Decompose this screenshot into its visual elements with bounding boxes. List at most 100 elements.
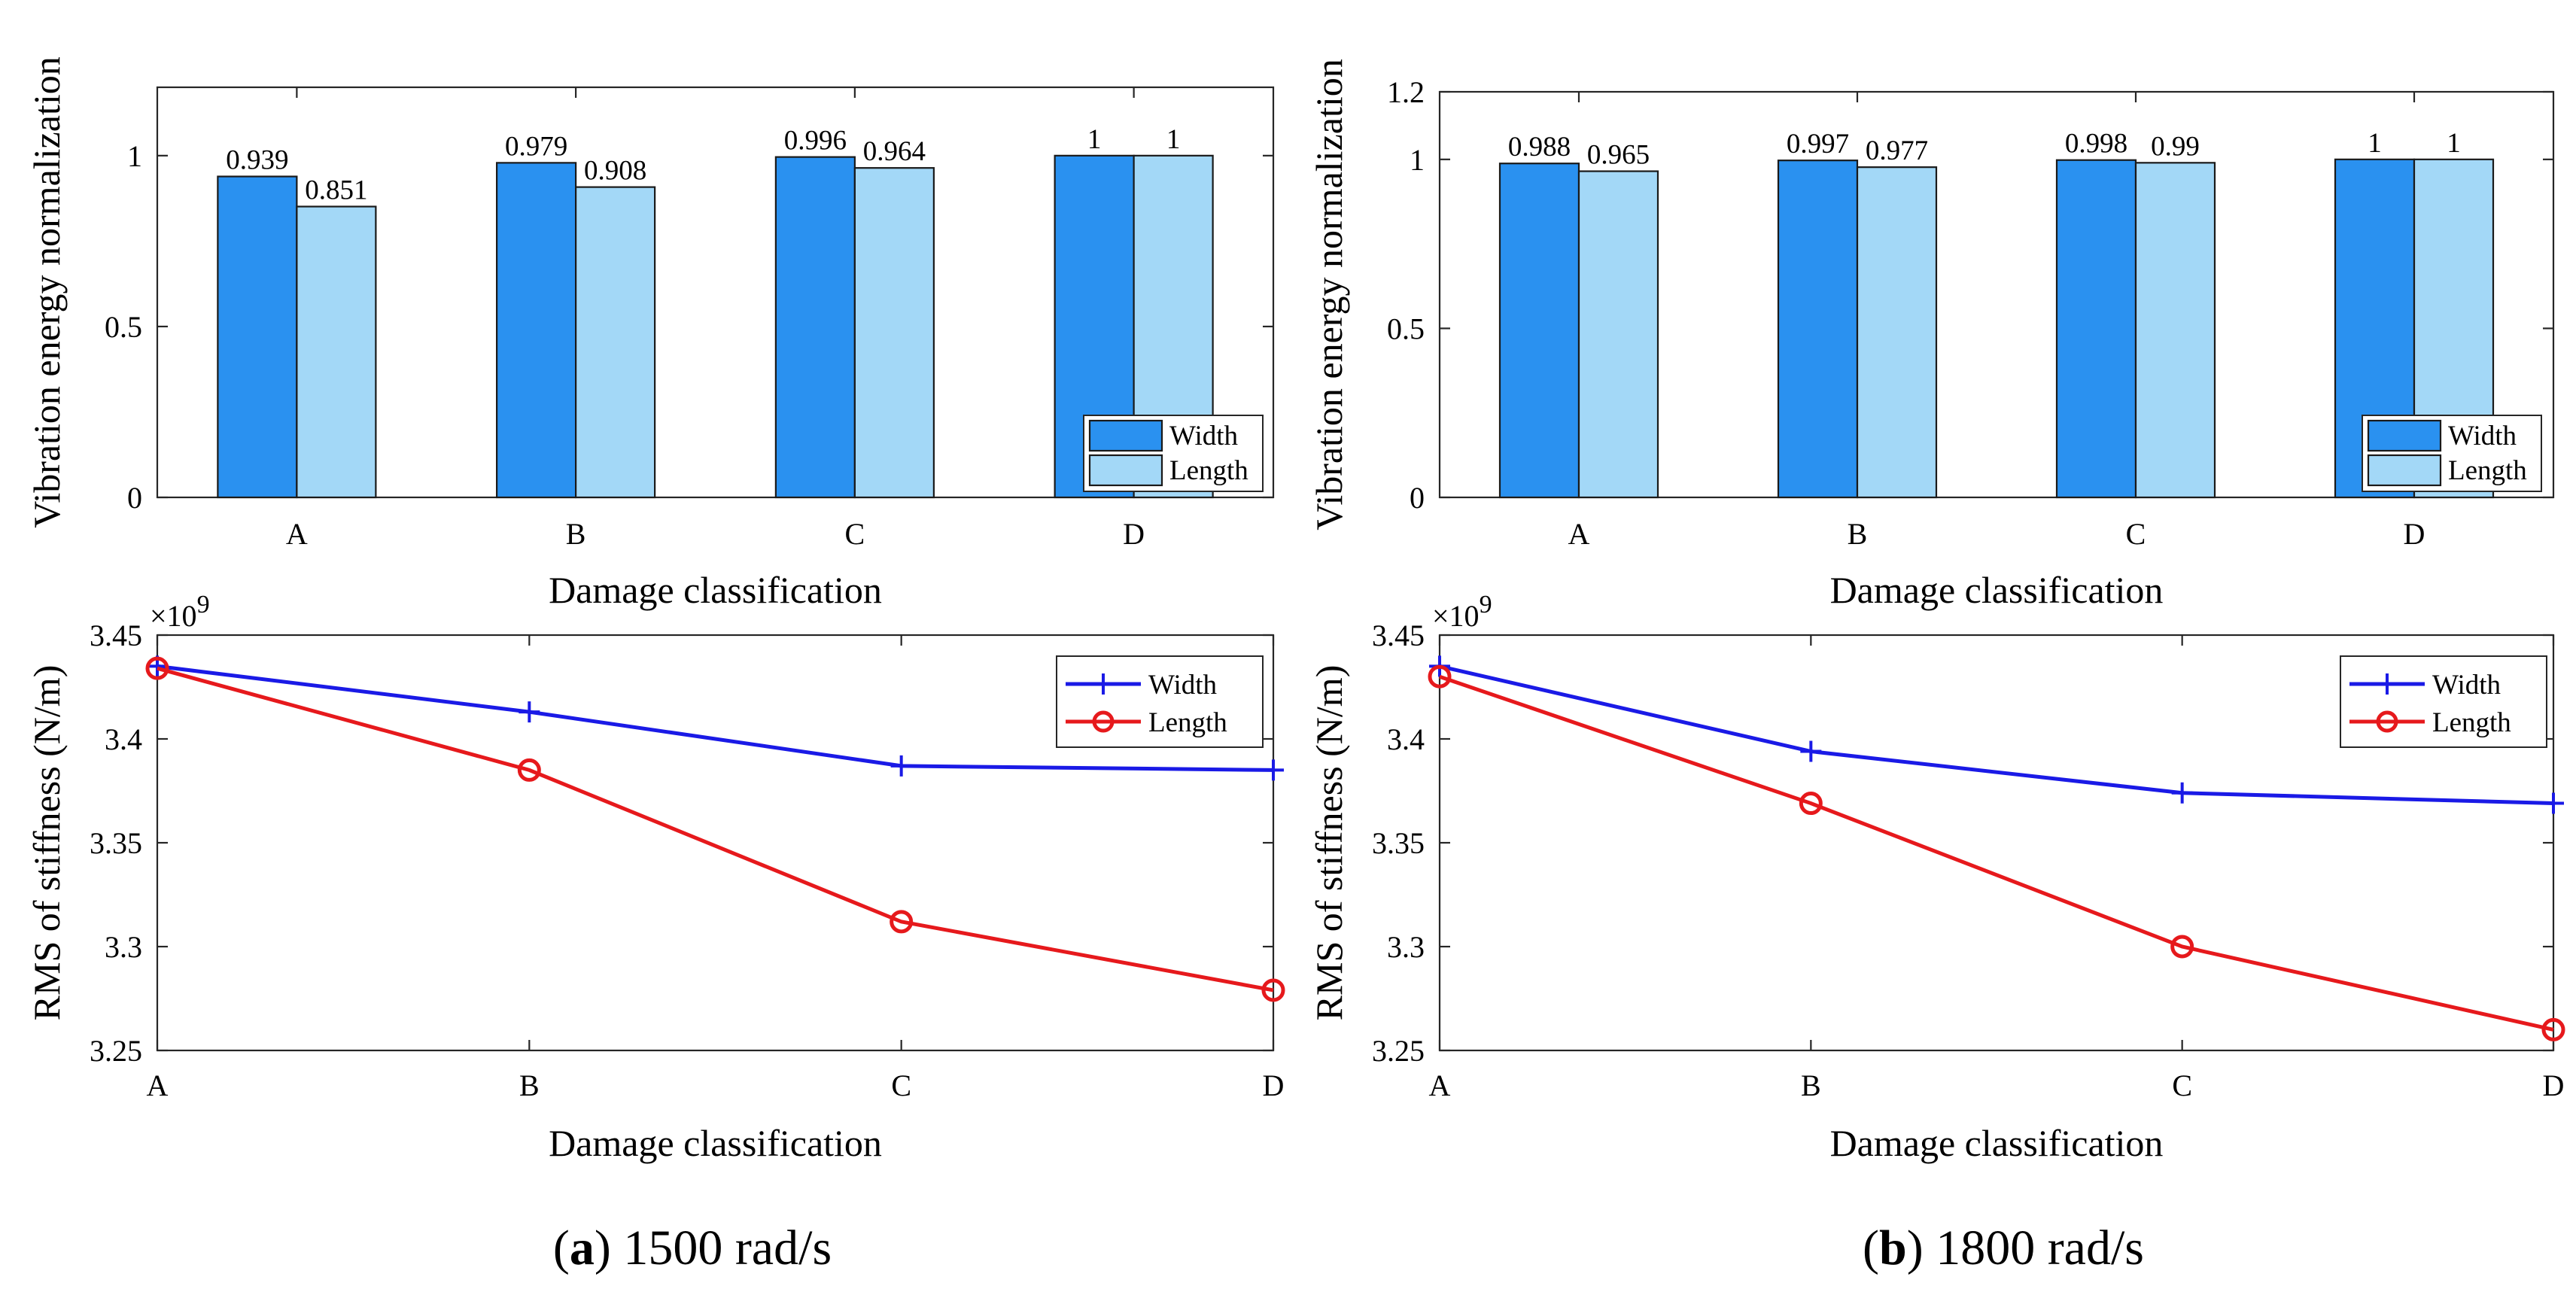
line-b-point-length-A [1428,664,1452,689]
bar-b-axes-box [1438,90,2555,499]
bar-b-data-label: 1 [2368,128,2382,159]
line-b-xlabel: Damage classification [1830,1122,2164,1164]
bar-b-legend-swatch-length [2367,454,2442,487]
bar-b-xtick-label: B [1848,517,1868,551]
line-a-point-length-B [517,758,541,782]
bar-b-data-label: 0.965 [1587,140,1650,171]
bar-b-bar-length-C [2134,162,2216,499]
bar-b-bar-length-A [1577,170,1659,499]
line-a-exponent: ×109 [150,591,210,633]
line-b-legend-marker-length [2376,710,2398,733]
bar-a-xtick-label: A [286,517,308,551]
line-b-xtick-label: D [2543,1069,2565,1102]
bar-a-ytick-label: 0.5 [105,310,142,344]
line-a-legend-marker-width [1093,673,1114,695]
line-a-legend-marker-length [1092,710,1115,733]
bar-a-data-label: 0.979 [505,131,567,162]
bar-a-data-label: 0.964 [863,136,926,167]
line-a-ytick-label: 3.4 [105,722,142,756]
line-b-exponent-power: 9 [1480,591,1492,619]
bar-a-ylabel: Vibration energy normalization [26,56,68,527]
bar-a-legend: Width Length [1083,415,1264,492]
line-b-ylabel: RMS of stiffness (N/m) [1308,665,1350,1021]
bar-b-ylabel: Vibration energy normalization [1308,59,1350,530]
line-a-chart: 3.25 3.3 3.35 3.4 3.45 Damage classification R… [26,591,1285,1164]
line-a-ylabel: RMS of stiffness (N/m) [26,665,68,1021]
bar-b-data-label: 0.988 [1508,132,1571,163]
line-a-point-length-D [1261,978,1285,1002]
bar-b-xlabel: Damage classification [1830,569,2164,611]
line-a-xtick-label: B [519,1069,540,1102]
line-b-ytick-label: 3.3 [1387,930,1425,964]
line-b-point-width-B [1800,740,1822,762]
bar-b-bar-length-B [1856,166,1938,499]
bar-a-bar-length-C [853,167,935,499]
bar-b-legend: Width Length [2362,415,2542,492]
bar-a-data-label: 1 [1166,124,1181,155]
bar-a-bar-width-B [496,162,577,499]
bar-a-xtick-label: B [566,517,586,551]
line-a-ytick-label: 3.35 [90,826,142,860]
bar-a-data-label: 0.996 [784,126,847,157]
bar-a-legend-swatch-length [1088,454,1163,487]
line-a-xtick-label: C [891,1069,911,1102]
bar-b-data-label: 1 [2447,128,2461,159]
bar-b-legend-label: Length [2448,455,2527,486]
line-b-xtick-label: C [2172,1069,2192,1102]
bar-a-axes-box [156,86,1275,499]
line-a-legend-label: Length [1148,707,1227,738]
bar-b-legend-swatch-width [2367,419,2442,452]
bar-a-ytick-label: 1 [127,139,142,173]
bar-b-ytick-label: 0 [1410,481,1425,515]
line-a-ytick-label: 3.25 [90,1034,142,1068]
line-a-point-length-A [145,656,169,680]
line-b-ytick-label: 3.45 [1372,619,1425,652]
bar-b-legend-label: Width [2448,421,2517,451]
line-b-legend-label: Length [2432,707,2511,738]
bar-b-ytick-label: 0.5 [1387,312,1425,345]
line-a-point-length-C [890,910,914,934]
line-a-xtick-label: A [147,1069,169,1102]
bar-a-xlabel: Damage classification [549,569,882,611]
bar-a-legend-label: Width [1169,421,1239,451]
line-a-point-width-B [519,701,540,723]
bar-b-data-label: 0.997 [1787,129,1849,160]
bar-a-xtick-label: D [1123,517,1145,551]
line-a-exponent-power: 9 [197,591,210,619]
bar-a-chart: 0 0.5 1 Damage classification Vibration ener… [26,56,1275,611]
bar-a-legend-label: Length [1169,455,1248,486]
bar-a-bar-length-A [296,205,377,499]
line-b-point-length-C [2170,935,2194,959]
line-b-legend-box [2340,655,2547,748]
line-b-ytick-label: 3.25 [1372,1034,1425,1068]
bar-b-bar-width-B [1777,160,1859,499]
line-b-point-width-D [2543,792,2564,814]
bar-a-bar-width-A [217,175,298,499]
bar-b-data-label: 0.977 [1866,135,1928,166]
line-a-point-width-C [890,755,912,777]
bar-b-xtick-label: C [2126,517,2146,551]
line-b-legend: Width Length [2340,655,2547,748]
bar-b-bar-width-C [2055,159,2137,499]
bar-a-legend-swatch-width [1088,419,1163,452]
line-b-ytick-label: 3.35 [1372,826,1425,860]
bar-a-data-label: 1 [1087,124,1102,155]
bar-b-chart: 0 0.5 1 1.2 Damage classification Vibration e… [1308,59,2555,611]
line-b-legend-marker-width [2377,673,2398,695]
line-a-ytick-label: 3.3 [105,930,142,964]
caption-a: (a) 1500 rad/s [553,1221,832,1275]
line-a-ytick-label: 3.45 [90,619,142,652]
bar-a-xtick-label: C [845,517,865,551]
line-a-line-length [157,666,1274,993]
line-b-ytick-label: 3.4 [1387,722,1425,756]
bar-a-bar-width-C [774,156,856,499]
bar-a-bar-length-B [575,186,656,499]
line-a-xtick-label: D [1263,1069,1285,1102]
line-b-line-length [1439,674,2554,1032]
bar-b-ytick-label: 1 [1410,143,1425,177]
bar-a-data-label: 0.908 [584,156,646,187]
line-b-xtick-label: B [1801,1069,1821,1102]
bar-b-data-label: 0.99 [2151,131,2200,162]
bar-b-xtick-label: D [2404,517,2425,551]
